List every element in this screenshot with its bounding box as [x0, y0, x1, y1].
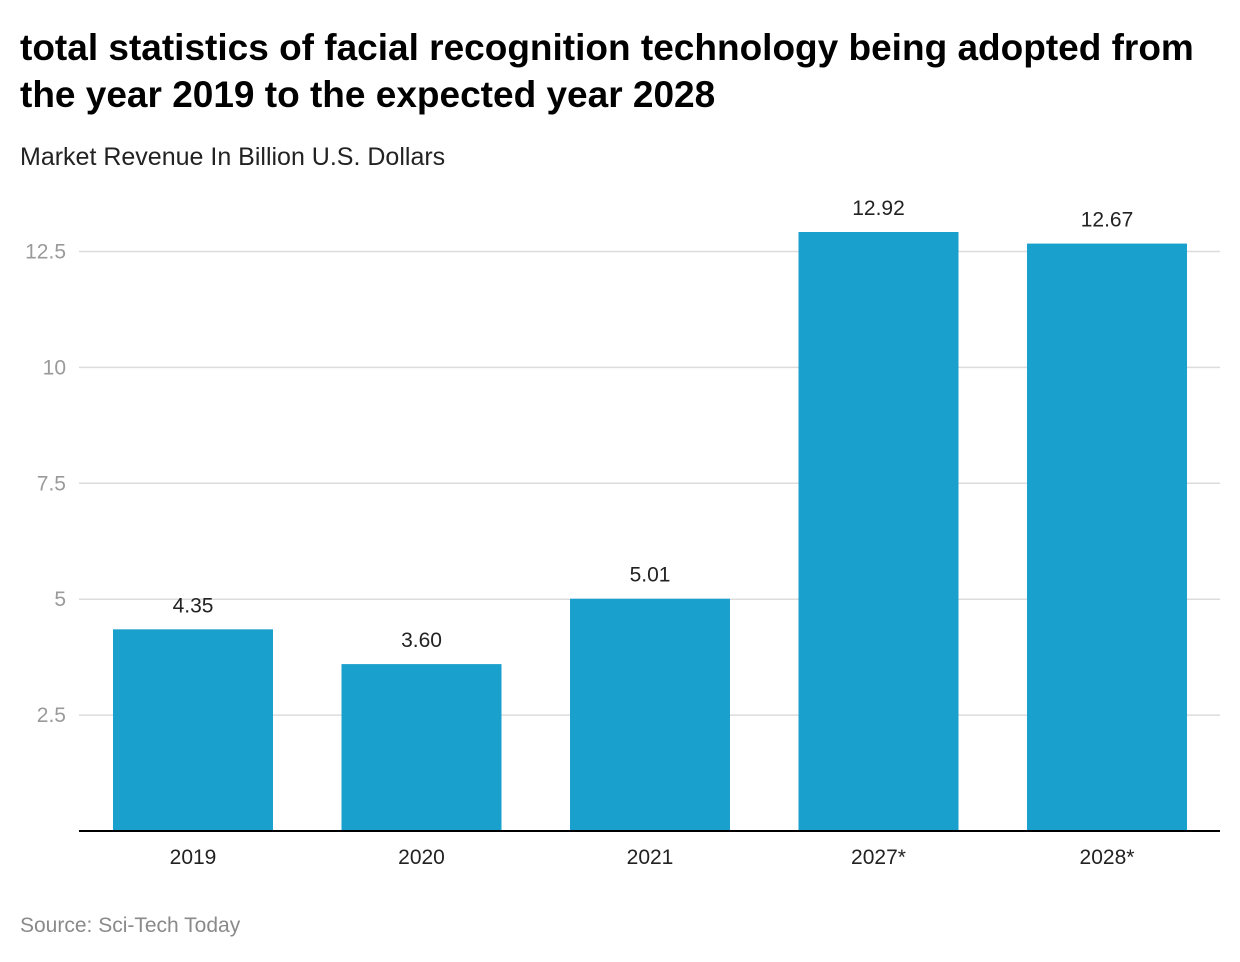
x-tick-label: 2027* [851, 846, 906, 869]
bar-2027-projected [798, 232, 959, 831]
bar-2020 [341, 664, 502, 831]
data-label: 5.01 [630, 564, 671, 587]
y-axis-ticks: 2.5 5 7.5 10 12.5 [25, 240, 66, 727]
data-label: 12.67 [1081, 209, 1134, 232]
chart-subtitle: Market Revenue In Billion U.S. Dollars [20, 143, 446, 171]
data-label: 3.60 [401, 629, 442, 652]
y-tick-label: 7.5 [37, 472, 66, 495]
y-tick-label: 12.5 [25, 240, 66, 263]
x-tick-label: 2021 [627, 846, 674, 869]
x-tick-label: 2019 [170, 846, 217, 869]
x-tick-label: 2028* [1080, 846, 1135, 869]
y-tick-label: 10 [43, 356, 66, 379]
bars [113, 232, 1187, 831]
data-label: 4.35 [173, 594, 214, 617]
x-tick-label: 2020 [398, 846, 445, 869]
x-axis-ticks: 2019 2020 2021 2027* 2028* [170, 846, 1135, 869]
data-labels: 4.35 3.60 5.01 12.92 12.67 [173, 197, 1134, 652]
bar-2028-projected [1027, 243, 1187, 831]
bar-2019 [113, 629, 273, 831]
chart-title: total statistics of facial recognition t… [20, 27, 1194, 115]
source-note: Source: Sci-Tech Today [20, 914, 241, 937]
y-tick-label: 5 [54, 588, 66, 611]
bar-2021 [570, 598, 730, 831]
y-tick-label: 2.5 [37, 704, 66, 727]
data-label: 12.92 [852, 197, 905, 220]
